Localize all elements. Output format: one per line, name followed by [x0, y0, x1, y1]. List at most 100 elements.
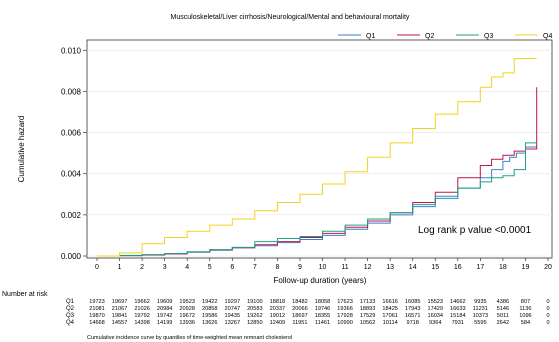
- risk-cell: 0: [546, 320, 549, 326]
- chart-title: Musculoskeletal/Liver cirrhosis/Neurolog…: [171, 14, 410, 21]
- x-tick-label: 2: [140, 264, 144, 271]
- risk-cell: 12850: [247, 320, 263, 326]
- risk-cell: 5011: [497, 313, 509, 319]
- risk-table: Q1 19723 19697 19662 19609 19523 19422 19297 191…: [66, 299, 550, 326]
- risk-cell: 19422: [202, 299, 218, 305]
- risk-cell: 7931: [452, 320, 464, 326]
- risk-cell: 16085: [405, 299, 421, 305]
- risk-cell: 19012: [270, 313, 286, 319]
- figure-caption: Cumulative incidence curve by quantiles …: [87, 335, 292, 341]
- risk-cell: 19841: [112, 313, 128, 319]
- x-tick-label: 9: [298, 264, 302, 271]
- risk-cell: 18818: [270, 299, 286, 305]
- risk-cell: 15184: [450, 313, 466, 319]
- risk-cell: 10114: [383, 320, 398, 326]
- risk-cell: 19746: [315, 306, 331, 312]
- risk-cell: 4386: [497, 299, 509, 305]
- risk-cell: 18697: [292, 313, 308, 319]
- legend-label-q3: Q3: [484, 33, 493, 40]
- legend: Q1 Q2 Q3 Q4: [338, 33, 552, 40]
- risk-cell: 17061: [382, 313, 398, 319]
- risk-cell: 1096: [519, 313, 531, 319]
- risk-cell: 16034: [427, 313, 443, 319]
- risk-cell: 9718: [406, 320, 418, 326]
- risk-cell: 14398: [134, 320, 150, 326]
- x-tick-label: 19: [522, 264, 530, 271]
- risk-cell: 13267: [225, 320, 241, 326]
- risk-cell: 20337: [270, 306, 286, 312]
- risk-cell: 12409: [270, 320, 286, 326]
- y-tick-label: 0.002: [61, 211, 82, 220]
- risk-cell: 17429: [427, 306, 443, 312]
- x-tick-label: 8: [275, 264, 279, 271]
- x-tick-label: 3: [163, 264, 167, 271]
- risk-cell: 14662: [450, 299, 466, 305]
- y-axis: 0.000 0.002 0.004 0.006 0.008 0.010: [61, 46, 552, 261]
- risk-cell: 19870: [89, 313, 105, 319]
- x-tick-label: 17: [476, 264, 484, 271]
- risk-cell: 14557: [112, 320, 128, 326]
- risk-cell: 10373: [473, 313, 489, 319]
- risk-cell: 16616: [382, 299, 398, 305]
- risk-cell: 19366: [337, 306, 353, 312]
- risk-row-label: Q1: [66, 299, 75, 305]
- x-tick-label: 7: [253, 264, 257, 271]
- risk-cell: 20858: [202, 306, 218, 312]
- risk-cell: 11231: [473, 306, 488, 312]
- risk-cell: 15523: [427, 299, 443, 305]
- x-tick-label: 18: [499, 264, 507, 271]
- risk-cell: 5595: [474, 320, 486, 326]
- x-tick-label: 1: [118, 264, 122, 271]
- risk-cell: 19586: [202, 313, 218, 319]
- risk-cell: 21081: [89, 306, 105, 312]
- risk-cell: 807: [521, 299, 530, 305]
- risk-cell: 10990: [337, 320, 353, 326]
- y-tick-label: 0.004: [61, 170, 82, 179]
- risk-cell: 1136: [519, 306, 531, 312]
- risk-cell: 19100: [247, 299, 263, 305]
- risk-cell: 19672: [179, 313, 195, 319]
- plot-area: [86, 39, 553, 259]
- risk-cell: 17133: [360, 299, 376, 305]
- risk-cell: 19792: [134, 313, 150, 319]
- risk-cell: 5146: [497, 306, 509, 312]
- risk-cell: 21067: [112, 306, 128, 312]
- x-tick-label: 0: [95, 264, 99, 271]
- risk-cell: 19697: [112, 299, 128, 305]
- risk-row-label: Q3: [66, 313, 75, 319]
- risk-cell: 19609: [157, 299, 173, 305]
- y-tick-label: 0.008: [61, 87, 82, 96]
- risk-cell: 19262: [247, 313, 263, 319]
- risk-cell: 18893: [360, 306, 376, 312]
- x-axis: 0 1 2 3 4 5 6 7 8 9 10 11 12 13 14 15 16 17 18 19 20: [95, 258, 552, 271]
- risk-cell: 17928: [337, 313, 353, 319]
- risk-cell: 17943: [405, 306, 421, 312]
- risk-cell: 13626: [202, 320, 218, 326]
- y-tick-label: 0.010: [61, 46, 82, 55]
- x-tick-label: 20: [544, 264, 552, 271]
- risk-cell: 14199: [157, 320, 173, 326]
- risk-row-label: Q4: [66, 320, 75, 326]
- risk-cell: 20066: [292, 306, 308, 312]
- risk-cell: 18058: [315, 299, 331, 305]
- risk-cell: 2642: [497, 320, 509, 326]
- y-tick-label: 0.000: [61, 252, 82, 261]
- x-tick-label: 10: [319, 264, 327, 271]
- risk-cell: 584: [521, 320, 530, 326]
- legend-label-q4: Q4: [543, 33, 552, 40]
- risk-cell: 19742: [157, 313, 173, 319]
- risk-cell: 20984: [157, 306, 173, 312]
- x-tick-label: 13: [386, 264, 394, 271]
- risk-cell: 19662: [134, 299, 150, 305]
- risk-cell: 11951: [292, 320, 307, 326]
- risk-cell: 20747: [225, 306, 241, 312]
- risk-row-label: Q2: [66, 306, 75, 312]
- risk-table-title: Number at risk: [2, 291, 48, 298]
- risk-cell: 13936: [179, 320, 195, 326]
- risk-cell: 21026: [134, 306, 150, 312]
- x-axis-label: Follow-up duration (years): [274, 276, 367, 285]
- risk-cell: 10562: [360, 320, 376, 326]
- risk-cell: 18355: [315, 313, 331, 319]
- risk-cell: 18425: [382, 306, 398, 312]
- x-tick-label: 11: [341, 264, 348, 271]
